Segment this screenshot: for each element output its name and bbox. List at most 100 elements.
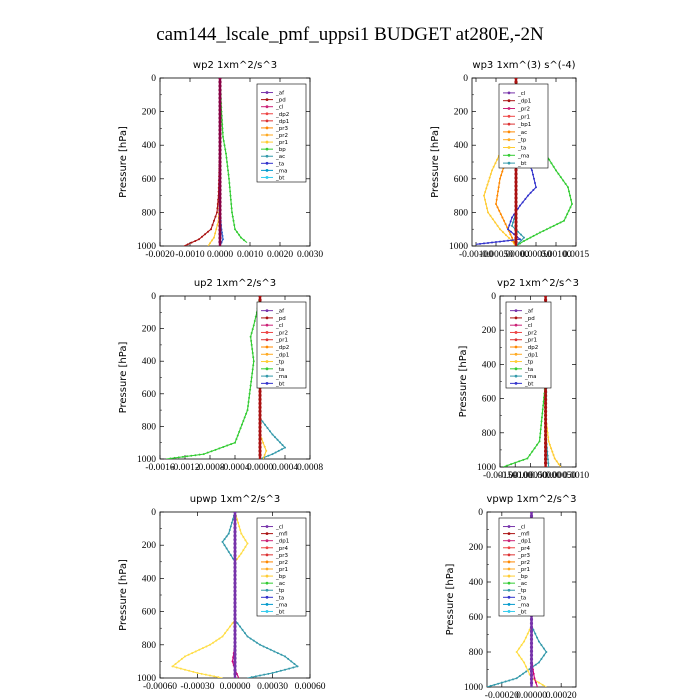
x-tick-label: 0.0010 <box>237 250 263 260</box>
series-marker <box>228 186 231 189</box>
series-marker <box>529 645 534 649</box>
series-marker <box>221 131 224 134</box>
series-marker <box>508 224 511 227</box>
series-marker <box>489 684 492 687</box>
series-marker <box>218 152 222 156</box>
series-marker <box>531 169 533 172</box>
series-marker <box>484 191 487 193</box>
series-marker <box>540 416 543 419</box>
series-marker <box>212 641 215 644</box>
series-marker <box>544 409 548 413</box>
series-marker <box>275 670 278 673</box>
series-marker <box>228 182 231 184</box>
series-marker <box>233 601 237 605</box>
series-marker <box>251 347 254 350</box>
legend-label: _ac <box>275 154 285 160</box>
series-marker <box>198 648 201 651</box>
legend-marker <box>265 525 269 528</box>
series-marker <box>544 413 548 417</box>
legend-marker <box>265 98 269 102</box>
x-tick-label: 0.00050 <box>521 250 552 260</box>
series-marker <box>529 633 534 637</box>
series-marker <box>552 165 555 168</box>
series-marker <box>529 236 532 239</box>
series-marker <box>518 654 521 657</box>
series-marker <box>226 161 228 163</box>
series-marker <box>214 215 217 218</box>
series-marker <box>544 296 548 298</box>
series-marker <box>218 188 222 192</box>
x-tick-label: 0.00050 <box>545 471 576 481</box>
series-marker <box>238 555 241 558</box>
series-marker <box>254 315 257 318</box>
legend-label: _af <box>524 309 534 315</box>
series-marker <box>552 454 555 457</box>
series-marker <box>258 405 262 409</box>
panel-title: vpwp 1xm^2/s^3 <box>486 494 576 505</box>
series-marker <box>233 542 237 546</box>
series-marker <box>249 637 252 640</box>
series-marker <box>542 229 545 232</box>
series-marker <box>215 228 218 231</box>
series-marker <box>514 236 518 240</box>
legend-marker <box>507 546 511 550</box>
series-marker <box>218 116 222 120</box>
series-marker <box>218 232 222 236</box>
series-marker <box>529 514 534 518</box>
series-marker <box>237 521 240 524</box>
series-marker <box>264 423 266 426</box>
y-tick-label: 400 <box>482 360 497 370</box>
series-marker <box>564 182 567 185</box>
legend-box <box>505 301 552 389</box>
series-marker <box>233 585 237 589</box>
series-marker <box>233 660 237 664</box>
series-marker <box>496 224 499 227</box>
x-tick-label: 0.00020 <box>546 691 577 700</box>
series-marker <box>225 535 228 538</box>
series-marker <box>215 639 218 642</box>
series-marker <box>540 658 543 660</box>
series-marker <box>486 207 488 210</box>
series-marker <box>233 581 237 585</box>
series-marker <box>235 438 238 441</box>
series-marker <box>514 176 518 180</box>
legend-marker <box>265 112 269 116</box>
series-marker <box>226 444 229 447</box>
series-marker <box>211 239 213 242</box>
series-marker <box>514 168 518 172</box>
series-marker <box>485 203 487 205</box>
legend-label: _tp <box>524 360 534 366</box>
series-marker <box>536 636 539 639</box>
series-marker <box>535 186 537 189</box>
series-marker <box>225 152 227 155</box>
series-marker <box>533 447 536 450</box>
series-marker <box>233 557 237 562</box>
series-marker <box>233 656 237 660</box>
series-marker <box>551 450 554 453</box>
series-marker <box>514 208 518 212</box>
series-marker <box>514 232 518 236</box>
legend-label: _tp <box>275 360 285 366</box>
series-marker <box>514 192 518 196</box>
y-tick-label: 400 <box>142 357 157 367</box>
y-axis-label: Pressure [hPa] <box>118 126 129 198</box>
series-marker <box>230 207 233 210</box>
series-marker <box>529 617 534 621</box>
series-marker <box>186 243 189 246</box>
series-marker <box>518 675 521 677</box>
series-marker <box>209 242 211 245</box>
series-marker <box>233 526 237 530</box>
series-marker <box>502 231 504 234</box>
series-marker <box>239 625 241 628</box>
legend-label: _pr1 <box>517 567 530 573</box>
legend-marker <box>514 323 518 327</box>
series-marker <box>515 651 518 653</box>
series-marker <box>218 204 222 208</box>
series-marker <box>511 224 513 227</box>
series-marker <box>218 160 222 164</box>
x-tick-label: -0.0010 <box>175 250 205 260</box>
series-marker <box>218 156 222 160</box>
series-marker <box>544 453 548 457</box>
legend-label: _ta <box>517 595 526 601</box>
series-marker <box>539 432 542 435</box>
